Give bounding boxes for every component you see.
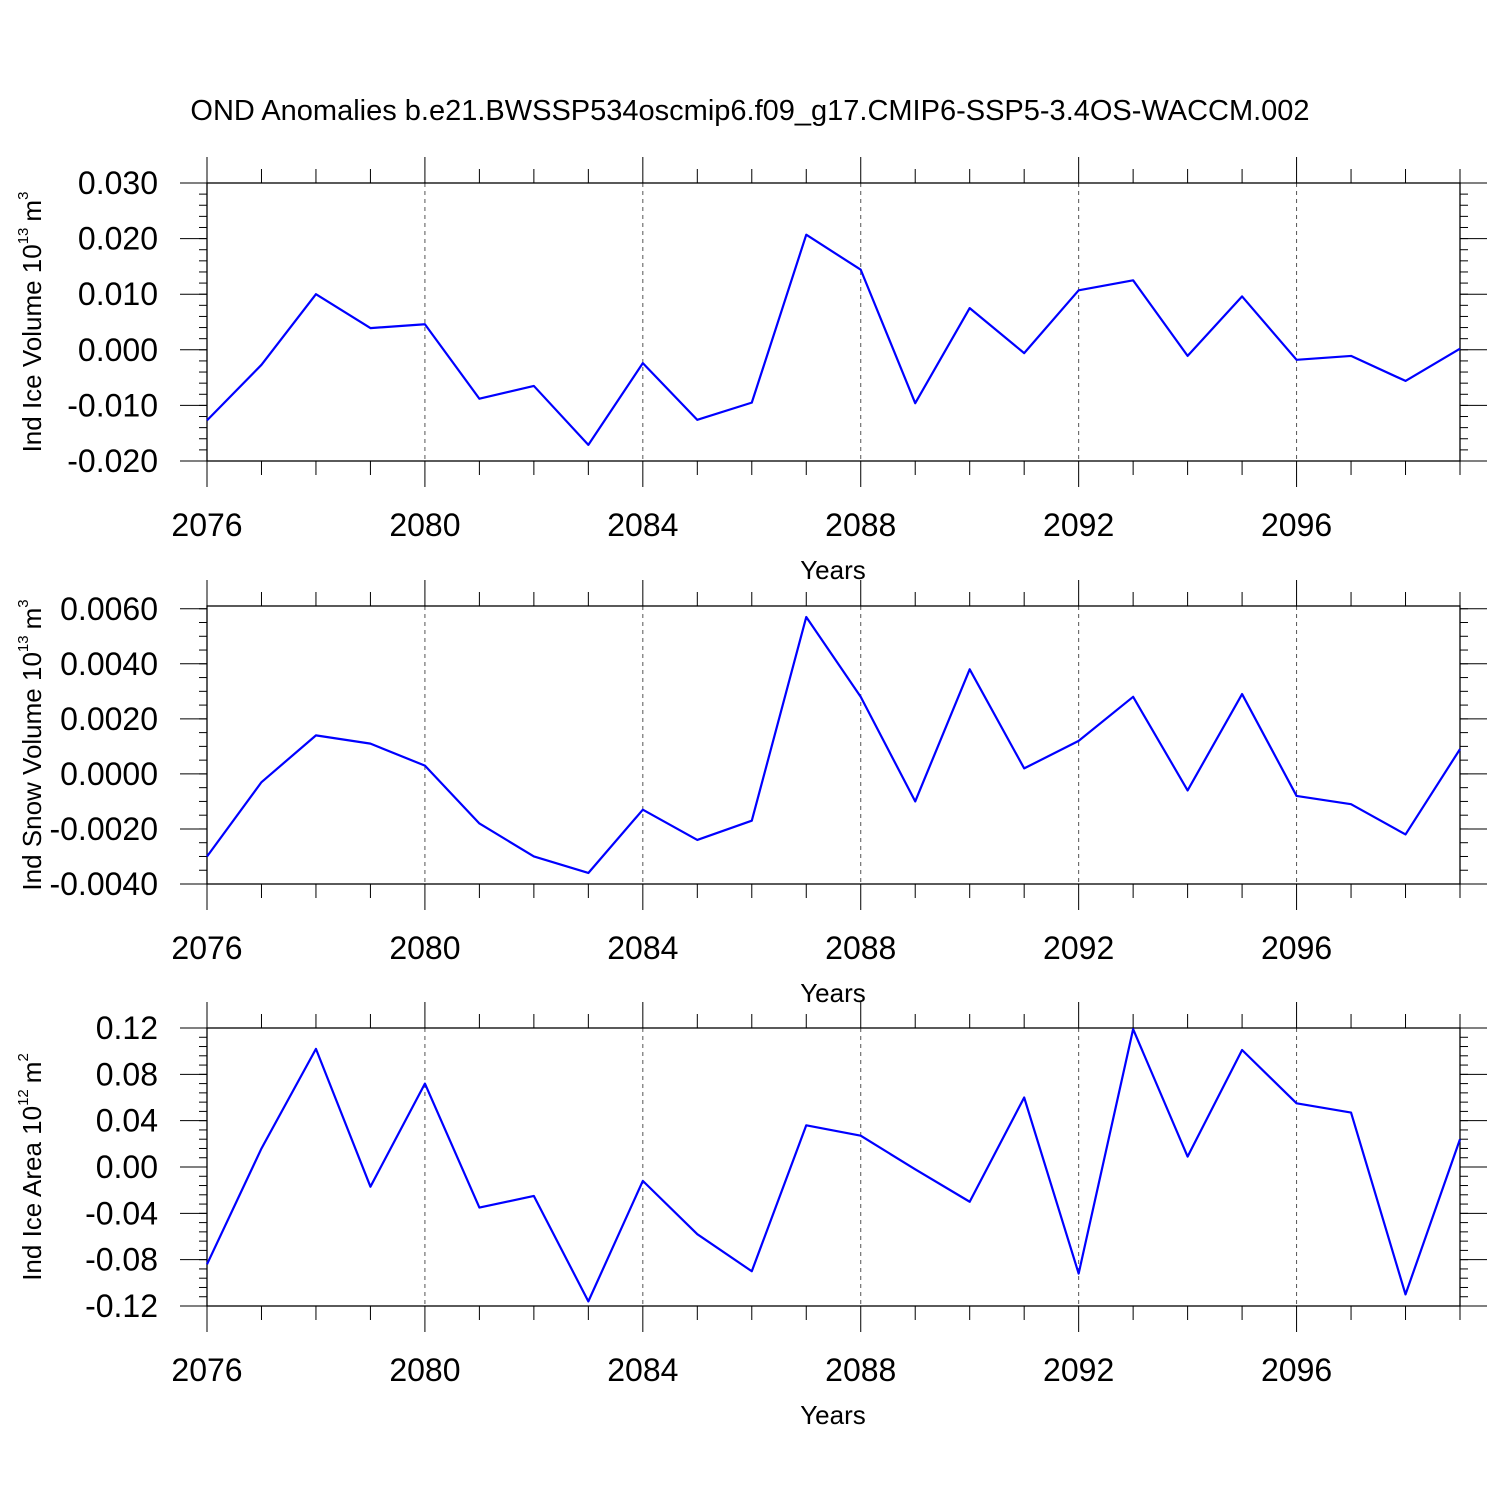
panels: -0.020 -0.010 0.000 0.010 0.020 0.030 2076 2080… [15,157,1487,1430]
panel-2: -0.0040 -0.0020 0.0000 0.0020 0.0040 0.0060 20… [15,580,1487,1008]
y-axis-label-unit: m [17,1062,47,1084]
y-axis-label-unit: m [17,200,47,222]
plot-frame [206,182,1461,462]
series-line [206,615,1461,875]
chart-title: OND Anomalies b.e21.BWSSP534oscmip6.f09_… [190,95,1309,127]
y-tick-label: 0.0020 [60,701,158,737]
panel-1: -0.020 -0.010 0.000 0.010 0.020 0.030 2076 2080… [15,157,1487,585]
x-tick-label: 2096 [1261,1352,1332,1388]
y-tick-label: 0.0040 [60,646,158,682]
x-tick-label: 2092 [1043,930,1114,966]
y-tick-label: 0.010 [78,276,158,312]
x-tick-label: 2076 [171,507,242,543]
y-tick-label: -0.08 [85,1242,158,1278]
x-tick-label: 2092 [1043,1352,1114,1388]
y-axis-label-exp: 12 [15,1089,32,1106]
y-tick-label: 0.0060 [60,591,158,627]
x-axis-label: Years [800,1400,866,1430]
y-tick-label: 0.12 [96,1010,158,1046]
y-tick-label: -0.04 [85,1195,158,1231]
x-axis-label: Years [800,978,866,1008]
x-tick-label: 2080 [389,930,460,966]
x-tick-label: 2088 [825,1352,896,1388]
y-tick-label: -0.020 [67,443,158,479]
y-axis-label-unit-exp: 3 [15,192,32,200]
y-axis-label: Ind Snow Volume 1013 m3 [15,599,47,890]
y-axis-label-unit-exp: 2 [15,1053,32,1061]
y-axis-label: Ind Ice Area 1012 m2 [15,1053,47,1281]
y-tick-label: -0.010 [67,387,158,423]
x-tick-label: 2088 [825,930,896,966]
panel-3: -0.12 -0.08 -0.04 0.00 0.04 0.08 0.12 2076 2080 2… [15,1002,1487,1430]
plot-frame [206,1027,1461,1307]
y-axis-label-unit-exp: 3 [15,599,32,607]
x-tick-label: 2088 [825,507,896,543]
y-tick-label: 0.08 [96,1056,158,1092]
series-line [206,233,1461,446]
x-tick-label: 2096 [1261,930,1332,966]
y-tick-label: 0.000 [78,332,158,368]
x-tick-label: 2076 [171,1352,242,1388]
x-tick-label: 2084 [607,930,678,966]
plot-frame [206,605,1461,885]
y-tick-label: -0.12 [85,1288,158,1324]
y-tick-label: 0.030 [78,165,158,201]
y-tick-label: 0.020 [78,221,158,257]
y-tick-label: 0.04 [96,1103,158,1139]
y-axis-label-exp: 13 [15,228,32,245]
x-axis-label: Years [800,555,866,585]
y-tick-label: 0.00 [96,1149,158,1185]
series-line [206,1028,1462,1303]
x-tick-label: 2096 [1261,507,1332,543]
x-tick-label: 2084 [607,1352,678,1388]
y-axis-label: Ind Ice Volume 1013 m3 [15,192,47,453]
x-tick-label: 2080 [389,1352,460,1388]
y-tick-label: -0.0040 [49,866,158,902]
y-axis-label-text: Ind Ice Volume 10 [17,244,47,452]
x-tick-label: 2092 [1043,507,1114,543]
x-tick-label: 2080 [389,507,460,543]
y-axis-label-text: Ind Ice Area 10 [17,1106,47,1281]
y-axis-label-exp: 13 [15,635,32,652]
y-tick-label: 0.0000 [60,756,158,792]
y-axis-label-text: Ind Snow Volume 10 [17,652,47,891]
x-tick-label: 2084 [607,507,678,543]
x-tick-label: 2076 [171,930,242,966]
y-tick-label: -0.0020 [49,811,158,847]
y-axis-label-unit: m [17,608,47,630]
